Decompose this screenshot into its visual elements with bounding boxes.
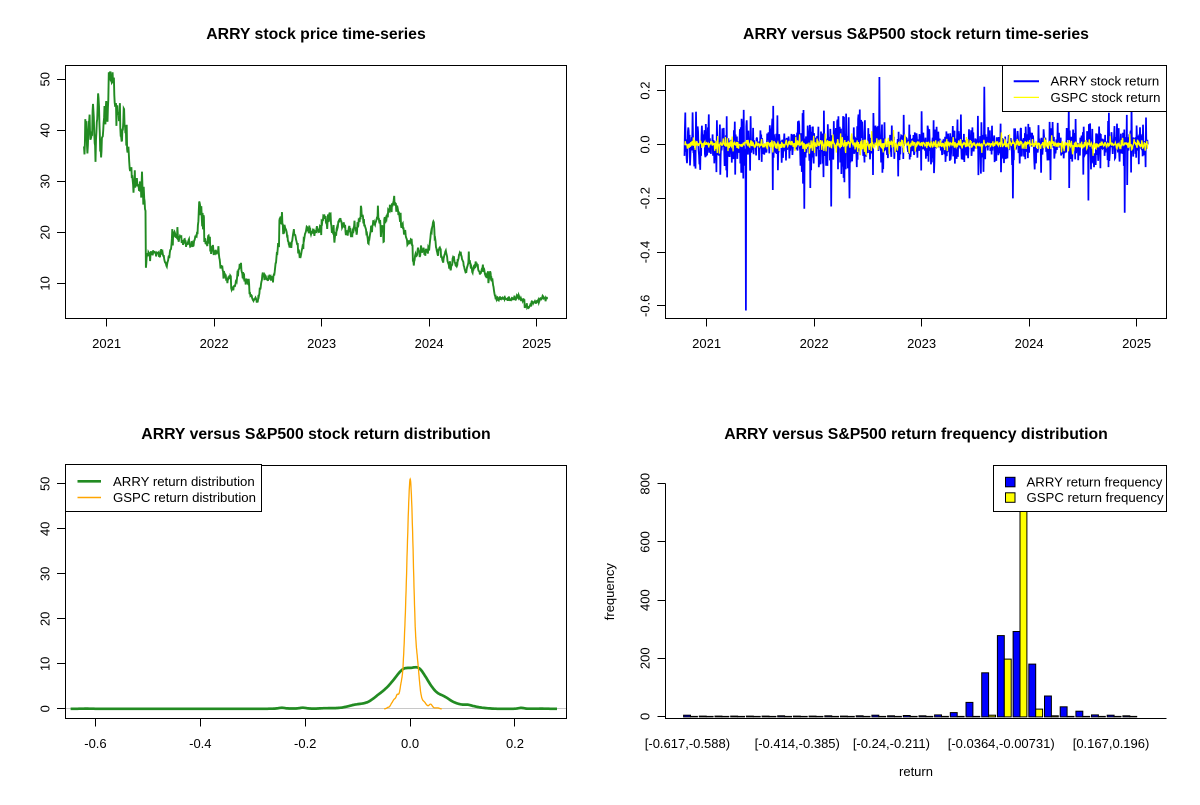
svg-text:-0.6: -0.6 [84, 736, 106, 751]
svg-text:2023: 2023 [907, 336, 936, 351]
svg-text:30: 30 [37, 567, 52, 581]
svg-text:ARRY return frequency: ARRY return frequency [1027, 474, 1163, 489]
svg-text:2025: 2025 [522, 336, 551, 351]
svg-text:40: 40 [37, 522, 52, 536]
svg-text:2022: 2022 [800, 336, 829, 351]
svg-text:GSPC stock return: GSPC stock return [1051, 90, 1161, 105]
svg-text:-0.2: -0.2 [294, 736, 316, 751]
svg-text:ARRY versus S&P500 return freq: ARRY versus S&P500 return frequency dist… [724, 426, 1108, 443]
svg-text:2023: 2023 [307, 336, 336, 351]
svg-text:2024: 2024 [1015, 336, 1044, 351]
svg-text:30: 30 [37, 174, 52, 188]
svg-text:GSPC return distribution: GSPC return distribution [113, 490, 256, 505]
svg-text:40: 40 [37, 123, 52, 137]
svg-text:[-0.617,-0.588): [-0.617,-0.588) [645, 736, 730, 751]
svg-text:[-0.0364,-0.00731): [-0.0364,-0.00731) [948, 736, 1055, 751]
svg-text:[-0.24,-0.211): [-0.24,-0.211) [853, 736, 930, 751]
svg-text:50: 50 [37, 72, 52, 86]
svg-text:0.2: 0.2 [637, 82, 652, 100]
svg-text:400: 400 [637, 589, 652, 611]
svg-text:10: 10 [37, 276, 52, 290]
svg-text:2021: 2021 [92, 336, 121, 351]
svg-text:0.0: 0.0 [401, 736, 419, 751]
svg-text:2025: 2025 [1122, 336, 1151, 351]
svg-text:-0.2: -0.2 [637, 187, 652, 209]
svg-text:0.2: 0.2 [506, 736, 524, 751]
svg-text:ARRY stock return: ARRY stock return [1051, 74, 1160, 89]
svg-text:2024: 2024 [415, 336, 444, 351]
svg-text:800: 800 [637, 473, 652, 495]
svg-text:GSPC return frequency: GSPC return frequency [1027, 490, 1164, 505]
svg-text:[0.167,0.196): [0.167,0.196) [1073, 736, 1150, 751]
svg-text:[-0.414,-0.385): [-0.414,-0.385) [755, 736, 840, 751]
svg-text:10: 10 [37, 657, 52, 671]
svg-text:0: 0 [637, 713, 652, 720]
svg-text:50: 50 [37, 477, 52, 491]
svg-text:0.0: 0.0 [637, 135, 652, 153]
svg-text:return: return [899, 764, 933, 779]
svg-text:ARRY versus S&P500 stock retur: ARRY versus S&P500 stock return distribu… [141, 426, 490, 443]
svg-text:frequency: frequency [602, 563, 617, 621]
svg-text:20: 20 [37, 225, 52, 239]
svg-text:ARRY return distribution: ARRY return distribution [113, 474, 255, 489]
svg-text:200: 200 [637, 647, 652, 669]
svg-text:2022: 2022 [200, 336, 229, 351]
svg-text:-0.4: -0.4 [637, 241, 652, 263]
svg-text:-0.6: -0.6 [637, 295, 652, 317]
svg-text:2021: 2021 [692, 336, 721, 351]
svg-text:-0.4: -0.4 [189, 736, 211, 751]
svg-text:ARRY versus S&P500 stock retur: ARRY versus S&P500 stock return time-ser… [743, 26, 1089, 43]
svg-text:20: 20 [37, 612, 52, 626]
svg-text:0: 0 [37, 705, 52, 712]
svg-text:ARRY stock price time-series: ARRY stock price time-series [206, 26, 426, 43]
svg-text:600: 600 [637, 531, 652, 553]
